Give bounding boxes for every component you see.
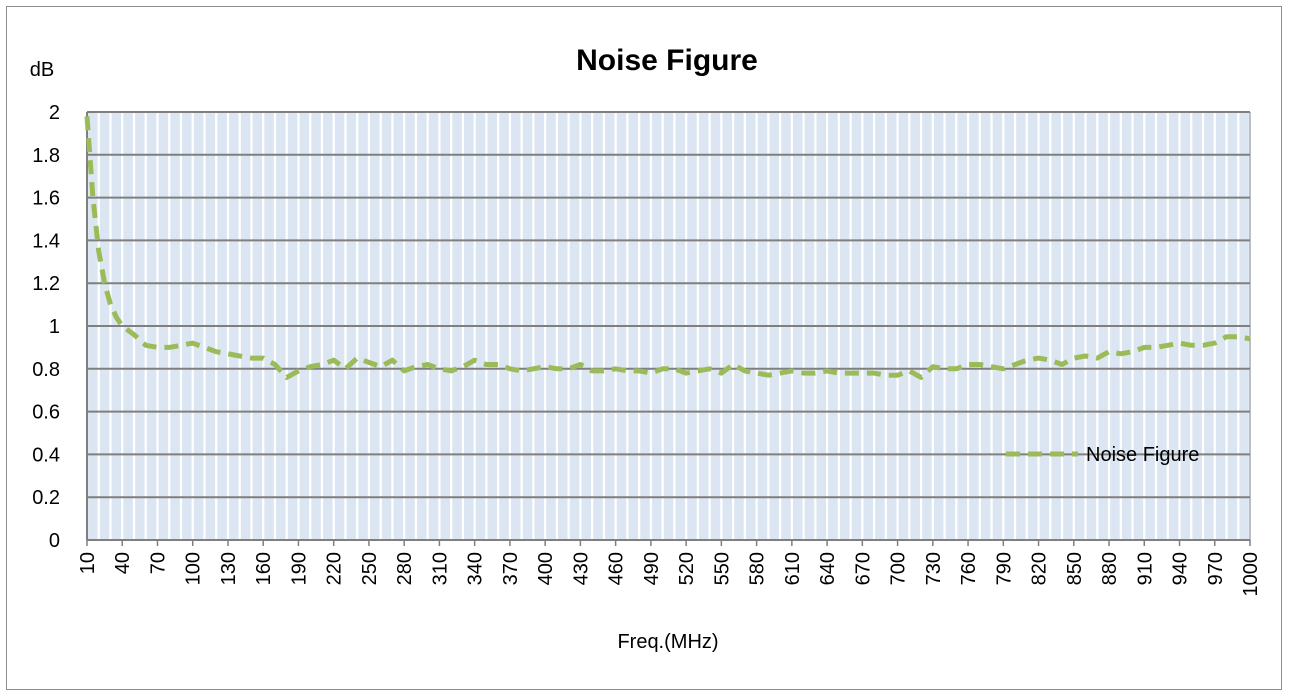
x-tick-label: 610 xyxy=(782,552,804,585)
x-tick-label: 940 xyxy=(1170,552,1192,585)
y-tick-label: 0.6 xyxy=(32,402,60,424)
x-tick-label: 910 xyxy=(1134,552,1156,585)
y-tick-label: 0.4 xyxy=(32,444,60,466)
x-tick-label: 190 xyxy=(288,552,310,585)
x-tick-label: 340 xyxy=(465,552,487,585)
x-tick-label: 310 xyxy=(429,552,451,585)
x-tick-label: 670 xyxy=(852,552,874,585)
x-tick-label: 100 xyxy=(183,552,205,585)
x-tick-label: 790 xyxy=(993,552,1015,585)
y-tick-label: 0 xyxy=(49,530,60,552)
x-tick-label: 370 xyxy=(500,552,522,585)
series-line-noise-figure xyxy=(84,116,1251,380)
x-tick-label: 970 xyxy=(1205,552,1227,585)
y-tick-label: 0.8 xyxy=(32,359,60,381)
axes xyxy=(86,112,1251,546)
x-tick-label: 820 xyxy=(1029,552,1051,585)
x-tick-label: 880 xyxy=(1099,552,1121,585)
x-tick-label: 280 xyxy=(394,552,416,585)
y-tick-labels: 0 0.2 0.4 0.6 0.8 1 1.2 1.4 1.6 1.8 2 xyxy=(32,102,60,552)
y-tick-label: 1.2 xyxy=(32,273,60,295)
x-tick-label: 40 xyxy=(112,552,134,574)
x-tick-label: 430 xyxy=(570,552,592,585)
x-axis-label: Freq.(MHz) xyxy=(617,631,718,653)
y-tick-label: 1.6 xyxy=(32,188,60,210)
x-tick-label: 700 xyxy=(888,552,910,585)
legend: Noise Figure xyxy=(1006,444,1199,466)
y-tick-label: 1.8 xyxy=(32,145,60,167)
x-tick-label: 1000 xyxy=(1240,552,1262,597)
x-tick-label: 10 xyxy=(77,552,99,574)
x-tick-label: 730 xyxy=(923,552,945,585)
x-tick-label: 490 xyxy=(641,552,663,585)
x-tick-label: 130 xyxy=(218,552,240,585)
x-tick-label: 250 xyxy=(359,552,381,585)
x-tick-label: 220 xyxy=(324,552,346,585)
x-tick-label: 550 xyxy=(711,552,733,585)
y-tick-label: 1.4 xyxy=(32,230,60,252)
x-tick-label: 520 xyxy=(676,552,698,585)
x-tick-label: 760 xyxy=(958,552,980,585)
y-axis-label: dB xyxy=(30,59,54,81)
x-tick-label: 850 xyxy=(1064,552,1086,585)
x-tick-label: 460 xyxy=(606,552,628,585)
y-tick-label: 1 xyxy=(49,316,60,338)
x-tick-label: 400 xyxy=(535,552,557,585)
y-tick-label: 2 xyxy=(49,102,60,124)
x-tick-label: 580 xyxy=(747,552,769,585)
y-tick-label: 0.2 xyxy=(32,487,60,509)
legend-label: Noise Figure xyxy=(1086,444,1199,466)
series-layer xyxy=(84,116,1251,380)
x-tick-label: 160 xyxy=(253,552,275,585)
chart-title: Noise Figure xyxy=(576,44,758,77)
x-tick-label: 70 xyxy=(147,552,169,574)
x-tick-label: 640 xyxy=(817,552,839,585)
x-tick-labels: 10 40 70 100 130 160 190 220 250 280 310 340 370 400 4… xyxy=(77,552,1262,597)
